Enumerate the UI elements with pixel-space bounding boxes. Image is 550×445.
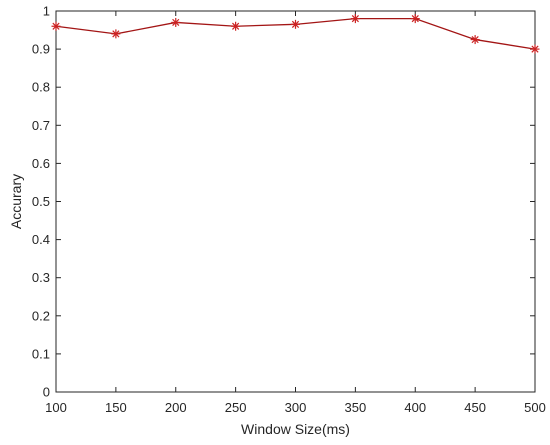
y-axis-label: Accurary [8, 174, 24, 229]
x-tick-label: 350 [345, 400, 367, 415]
x-tick-label: 100 [45, 400, 67, 415]
x-tick-label: 300 [285, 400, 307, 415]
data-point [410, 14, 420, 24]
data-point [291, 19, 300, 29]
y-tick-label: 0.6 [32, 156, 50, 171]
y-tick-label: 0.7 [32, 118, 50, 133]
data-point [111, 29, 121, 39]
data-point [530, 44, 540, 54]
x-tick-label: 400 [404, 400, 426, 415]
y-tick-label: 0.3 [32, 270, 50, 285]
y-tick-label: 1 [43, 4, 50, 19]
x-axis-ticks: 100 150 200 250 300 350 400 450 500 [45, 11, 546, 415]
x-tick-label: 450 [464, 400, 486, 415]
x-tick-label: 150 [105, 400, 127, 415]
x-tick-label: 500 [524, 400, 546, 415]
plot-frame [55, 10, 536, 393]
data-point [350, 14, 360, 24]
y-tick-label: 0.4 [32, 232, 50, 247]
x-tick-label: 200 [165, 400, 187, 415]
x-axis-label: Window Size(ms) [241, 421, 350, 437]
series-layer [51, 14, 540, 54]
x-tick-label: 250 [225, 400, 247, 415]
data-point [231, 21, 241, 31]
data-point [470, 35, 480, 45]
y-axis-ticks: 0 0.1 0.2 0.3 0.4 0.5 0.6 0.7 0.8 0.9 1 [32, 4, 535, 400]
y-tick-label: 0.9 [32, 42, 50, 57]
data-point [171, 17, 181, 27]
y-tick-label: 0.2 [32, 308, 50, 323]
y-tick-label: 0 [43, 385, 50, 400]
y-tick-label: 0.8 [32, 80, 50, 95]
y-tick-label: 0.1 [32, 346, 50, 361]
data-point [51, 21, 61, 31]
y-tick-label: 0.5 [32, 194, 50, 209]
